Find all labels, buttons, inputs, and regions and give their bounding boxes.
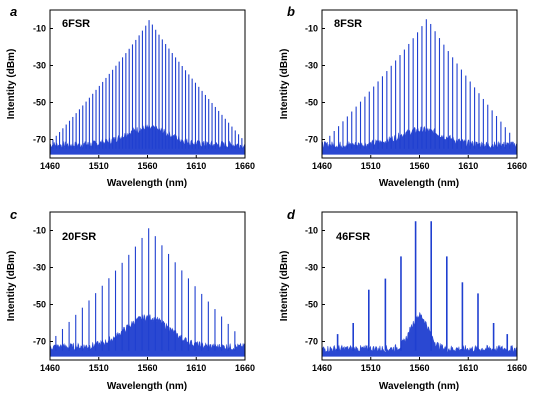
x-tick-label: 1510 xyxy=(89,161,109,171)
x-axis-label: Wavelength (nm) xyxy=(379,381,459,392)
y-tick-label: -70 xyxy=(33,337,46,347)
x-tick-label: 1610 xyxy=(186,161,206,171)
x-tick-label: 1560 xyxy=(409,161,429,171)
x-tick-label: 1460 xyxy=(40,161,60,171)
axis-ticks: 1460 1510 1560 1610 1660 -10 -30 -50 -70 xyxy=(33,226,255,374)
spectrum-lines xyxy=(49,20,246,155)
spectrum-lines xyxy=(321,221,518,357)
panel-letter: a xyxy=(10,4,17,19)
plot-area: 6FSR 1460 1510 1560 1610 1660 -10 -30 -50 -70 xyxy=(33,9,255,172)
x-tick-label: 1610 xyxy=(458,161,478,171)
x-tick-label: 1510 xyxy=(361,363,381,373)
x-tick-label: 1510 xyxy=(89,363,109,373)
panel-title: 46FSR xyxy=(336,231,370,243)
y-tick-label: -50 xyxy=(33,98,46,108)
panel-letter: c xyxy=(10,207,18,222)
panel-b: b 8FSR 1460 1510 1560 1610 1660-10-30-50-70 … xyxy=(279,4,527,189)
x-tick-label: 1510 xyxy=(361,161,381,171)
x-tick-label: 1660 xyxy=(235,363,255,373)
panel-letter: b xyxy=(287,4,295,19)
y-tick-label: -10 xyxy=(305,226,318,236)
y-tick-label: -50 xyxy=(33,300,46,310)
x-axis-label: Wavelength (nm) xyxy=(379,178,459,189)
y-tick-label: -10 xyxy=(33,24,46,34)
y-tick-label: -30 xyxy=(305,263,318,273)
y-tick-label: -30 xyxy=(33,263,46,273)
y-tick-label: -30 xyxy=(33,61,46,71)
y-tick-label: -70 xyxy=(305,135,318,145)
x-axis-label: Wavelength (nm) xyxy=(107,178,187,189)
y-tick-label: -10 xyxy=(33,226,46,236)
y-tick-label: -70 xyxy=(33,135,46,145)
x-tick-label: 1660 xyxy=(507,363,527,373)
x-axis-label: Wavelength (nm) xyxy=(107,381,187,392)
panel-title: 6FSR xyxy=(62,18,90,30)
x-tick-label: 1560 xyxy=(137,363,157,373)
y-tick-label: -50 xyxy=(305,98,318,108)
axis-ticks: 1460 1510 1560 1610 1660 -10 -30 -50 -70 xyxy=(305,226,527,374)
x-tick-label: 1460 xyxy=(312,161,332,171)
axis-ticks: 1460 1510 1560 1610 1660 -10 -30 -50 -70 xyxy=(305,24,527,172)
x-tick-label: 1460 xyxy=(40,363,60,373)
y-tick-label: -10 xyxy=(305,24,318,34)
noise-floor xyxy=(49,314,246,357)
plot-area: 20FSR 1460 1510 1560 1610 1660 -10 -30 -50 -70 xyxy=(33,211,255,374)
spectrum-lines xyxy=(321,19,518,155)
y-axis-label: Intentity (dBm) xyxy=(6,49,17,120)
x-tick-label: 1660 xyxy=(507,161,527,171)
x-tick-label: 1610 xyxy=(458,363,478,373)
panel-letter: d xyxy=(287,207,296,222)
y-tick-label: -30 xyxy=(305,61,318,71)
panel-title: 8FSR xyxy=(334,18,362,30)
plot-area: 46FSR 1460 1510 1560 1610 1660 -10 -30 -50 -70 xyxy=(305,211,527,374)
y-tick-label: -50 xyxy=(305,300,318,310)
x-tick-label: 1610 xyxy=(186,363,206,373)
x-tick-label: 1560 xyxy=(409,363,429,373)
spectrum-lines xyxy=(49,228,246,357)
y-axis-label: Intentity (dBm) xyxy=(279,49,290,120)
panel-a: a 6FSR 1460 1510 1560 1610 1660-10-30-50-70 … xyxy=(6,4,255,189)
x-tick-label: 1560 xyxy=(137,161,157,171)
panel-title: 20FSR xyxy=(62,231,96,243)
noise-floor xyxy=(321,126,518,155)
y-axis-label: Intentity (dBm) xyxy=(6,251,17,322)
axis-ticks: 1460 1510 1560 1610 1660 -10 -30 -50 -70 xyxy=(33,24,255,172)
panel-d: d 46FSR 1460 1510 1560 1610 1660 -10 -30 -50 -70… xyxy=(279,207,527,392)
panel-c: c 20FSR 1460 1510 1560 1610 1660 -10 -30 -50 -70… xyxy=(6,207,255,392)
noise-floor xyxy=(321,312,518,357)
y-tick-label: -70 xyxy=(305,337,318,347)
plot-area: 8FSR 1460 1510 1560 1610 1660 -10 -30 -50 -70 xyxy=(305,9,527,172)
x-tick-label: 1660 xyxy=(235,161,255,171)
y-axis-label: Intentity (dBm) xyxy=(279,251,290,322)
x-tick-label: 1460 xyxy=(312,363,332,373)
